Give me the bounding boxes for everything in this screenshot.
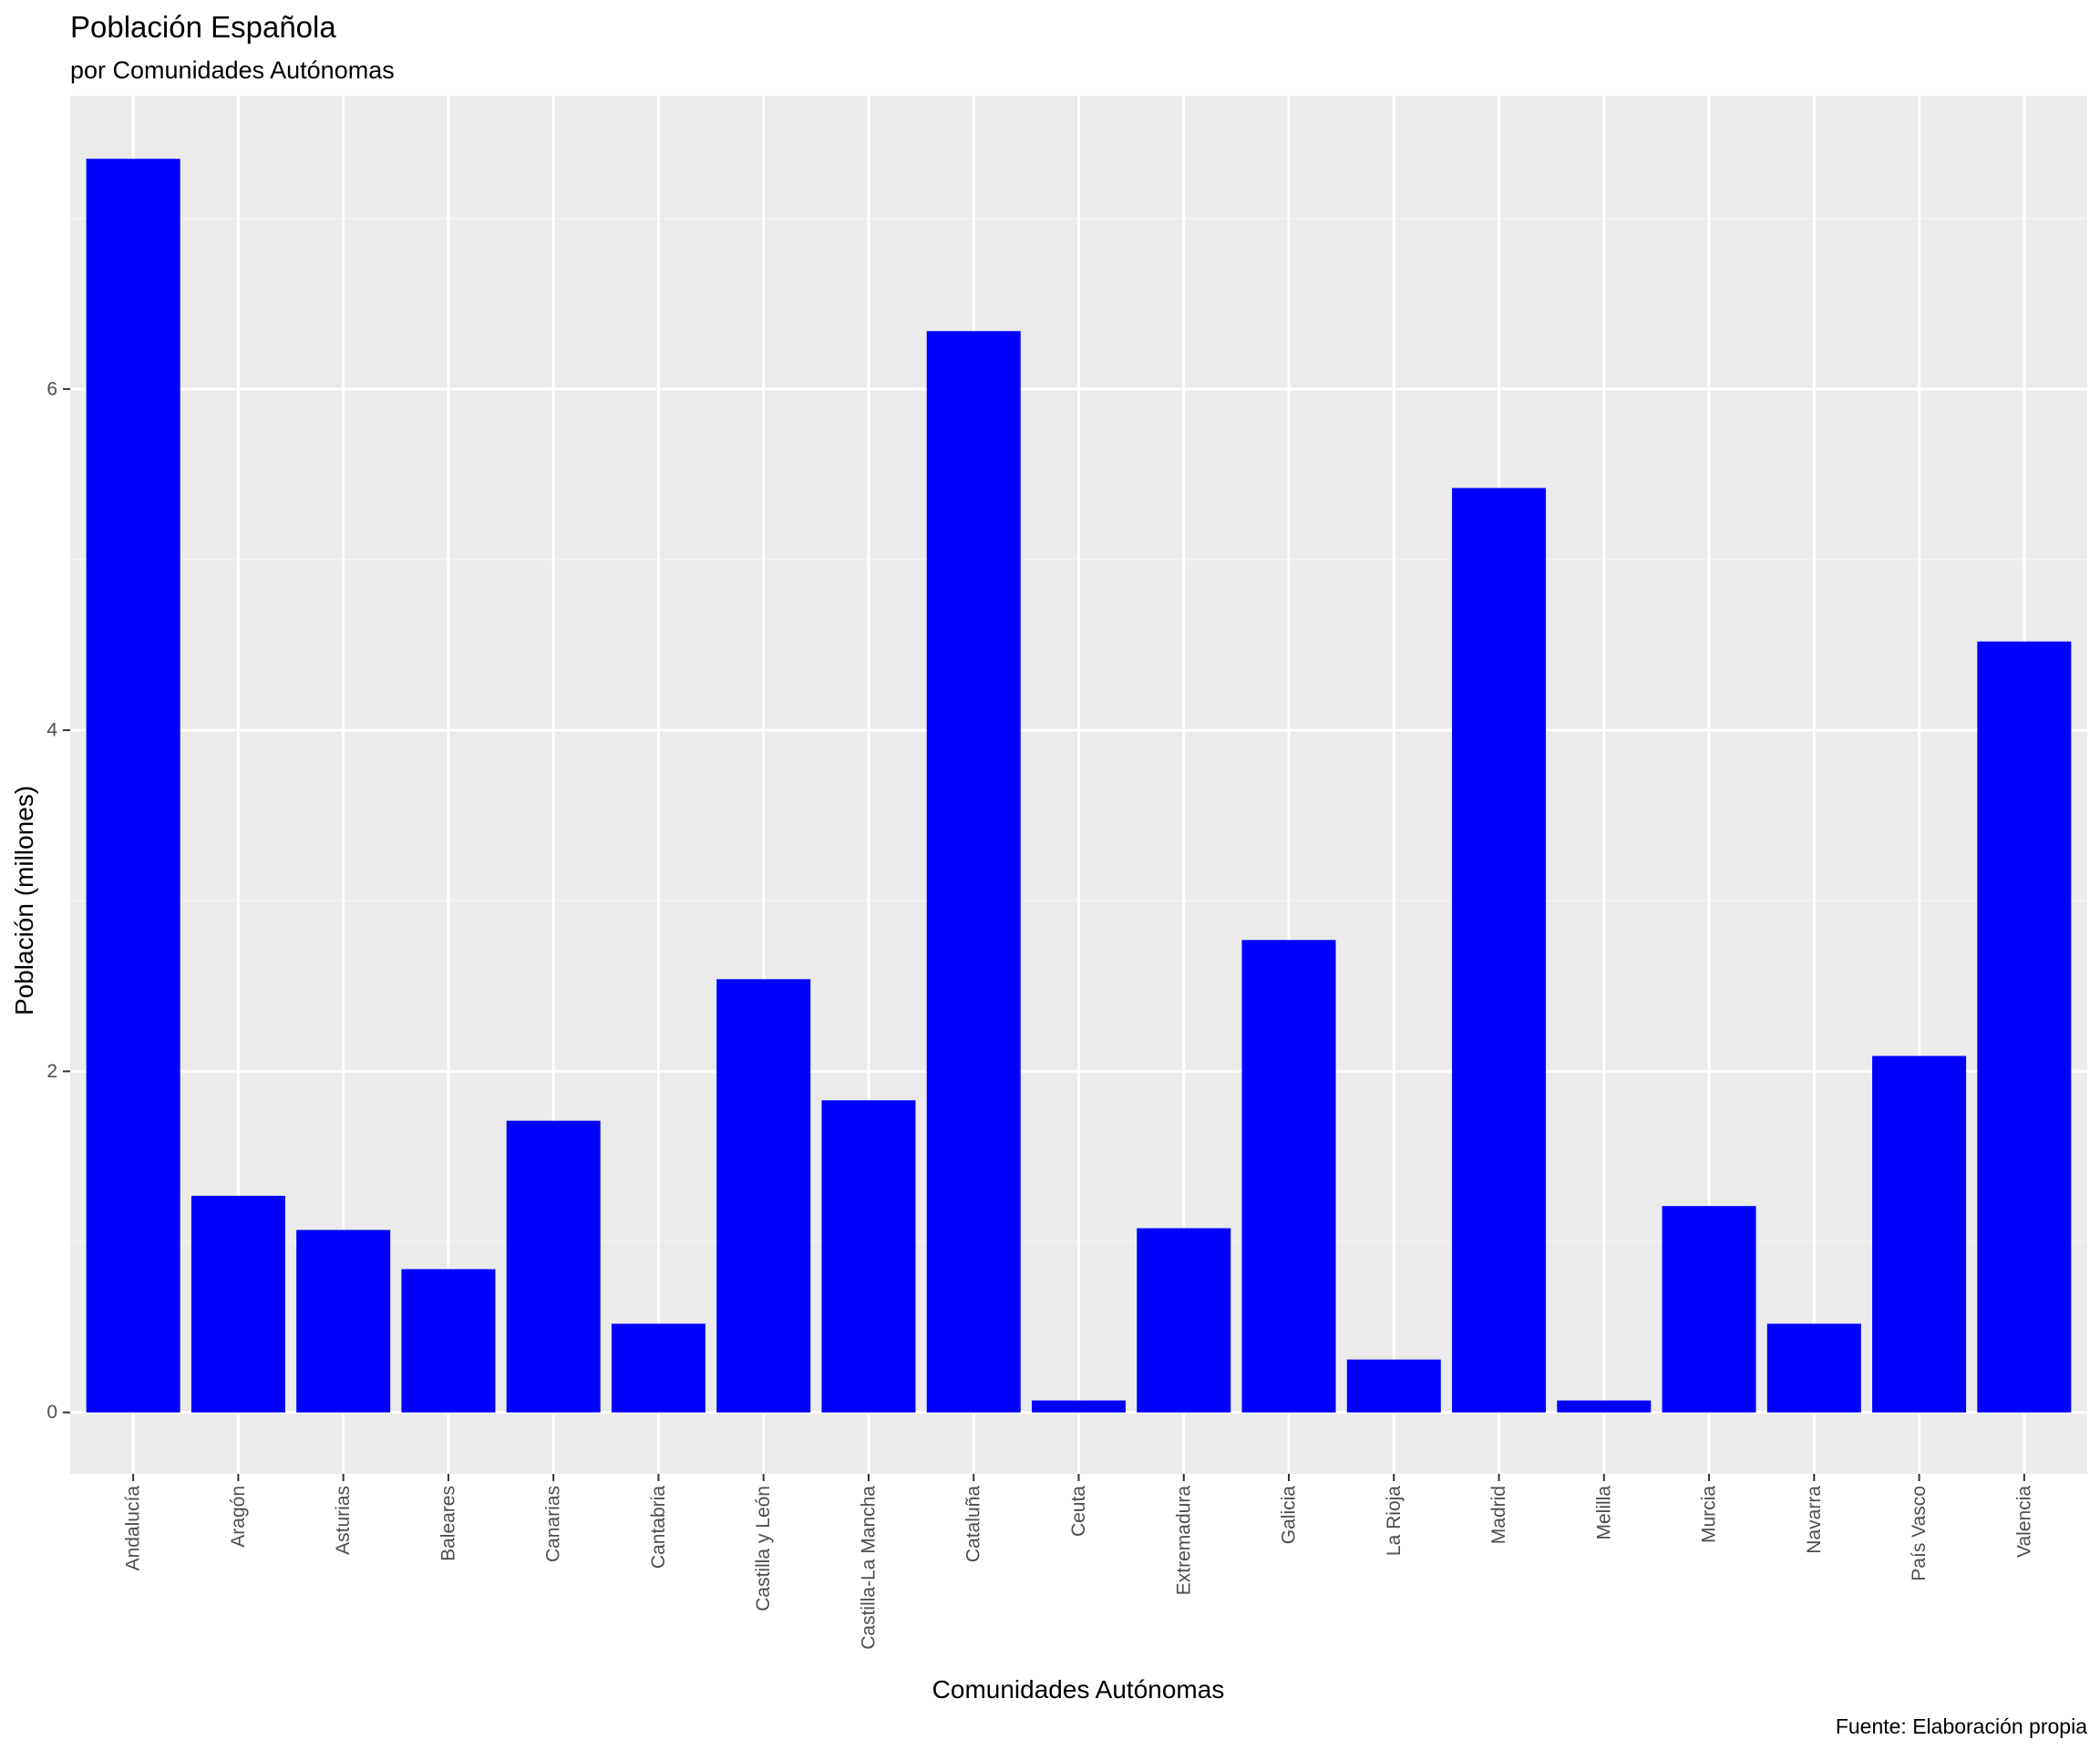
x-tick-label: Asturias bbox=[333, 1486, 354, 1555]
bar-asturias bbox=[296, 1230, 391, 1413]
x-tick-label: Baleares bbox=[438, 1486, 458, 1561]
bar-murcia bbox=[1662, 1206, 1756, 1413]
x-tick-label: Ceuta bbox=[1068, 1486, 1089, 1537]
bar-navarra bbox=[1766, 1323, 1861, 1413]
bar-galicia bbox=[1241, 940, 1336, 1413]
x-tick-label: Murcia bbox=[1699, 1486, 1720, 1543]
bar-ceuta bbox=[1032, 1400, 1126, 1413]
x-tick-label: La Rioja bbox=[1384, 1486, 1405, 1556]
x-tick-label: Madrid bbox=[1488, 1486, 1509, 1544]
bar-baleares bbox=[401, 1269, 496, 1413]
bar-extremadura bbox=[1137, 1228, 1231, 1413]
x-tick-label: Galicia bbox=[1279, 1486, 1300, 1545]
bar-valencia bbox=[1977, 641, 2072, 1413]
bar-cataluña bbox=[926, 331, 1021, 1413]
x-tick-label: Valencia bbox=[2013, 1486, 2034, 1558]
bar-melilla bbox=[1557, 1400, 1652, 1413]
bar-andalucía bbox=[86, 159, 180, 1413]
y-tick-label: 6 bbox=[46, 378, 57, 399]
y-tick-label: 4 bbox=[46, 720, 57, 741]
x-tick-label: Extremadura bbox=[1173, 1486, 1194, 1596]
x-tick-label: Andalucía bbox=[123, 1486, 144, 1571]
bar-castilla-y-león bbox=[716, 979, 811, 1413]
bar-la-rioja bbox=[1346, 1359, 1441, 1413]
bar-aragón bbox=[190, 1195, 285, 1413]
y-tick-label: 0 bbox=[46, 1402, 57, 1423]
bar-madrid bbox=[1452, 488, 1547, 1413]
x-tick-label: Canarias bbox=[543, 1486, 564, 1562]
x-tick-label: Navarra bbox=[1804, 1486, 1825, 1554]
chart-caption: Fuente: Elaboración propia bbox=[1836, 1714, 2087, 1738]
x-tick-label: Aragón bbox=[228, 1486, 249, 1548]
bar-cantabria bbox=[611, 1323, 705, 1413]
bar-país-vasco bbox=[1872, 1055, 1967, 1413]
chart-title: Población Española bbox=[70, 10, 336, 44]
bar-castilla-la-mancha bbox=[821, 1100, 916, 1413]
x-tick-label: Cantabria bbox=[648, 1486, 669, 1569]
x-tick-label: Melilla bbox=[1593, 1486, 1614, 1540]
chart-subtitle: por Comunidades Autónomas bbox=[70, 57, 395, 84]
bar-canarias bbox=[506, 1120, 601, 1413]
x-tick-label: Castilla-La Mancha bbox=[858, 1486, 879, 1650]
y-tick-label: 2 bbox=[46, 1061, 57, 1082]
x-tick-label: Cataluña bbox=[963, 1486, 984, 1562]
plot-area: 0 2 4 6 Andalucía Aragón Asturias Baleares Canar… bbox=[46, 96, 2087, 1650]
x-axis-title: Comunidades Autónomas bbox=[932, 1675, 1225, 1704]
x-tick-label: Castilla y León bbox=[753, 1486, 774, 1611]
y-axis-title: Población (millones) bbox=[10, 786, 38, 1015]
x-tick-label: País Vasco bbox=[1909, 1486, 1930, 1581]
